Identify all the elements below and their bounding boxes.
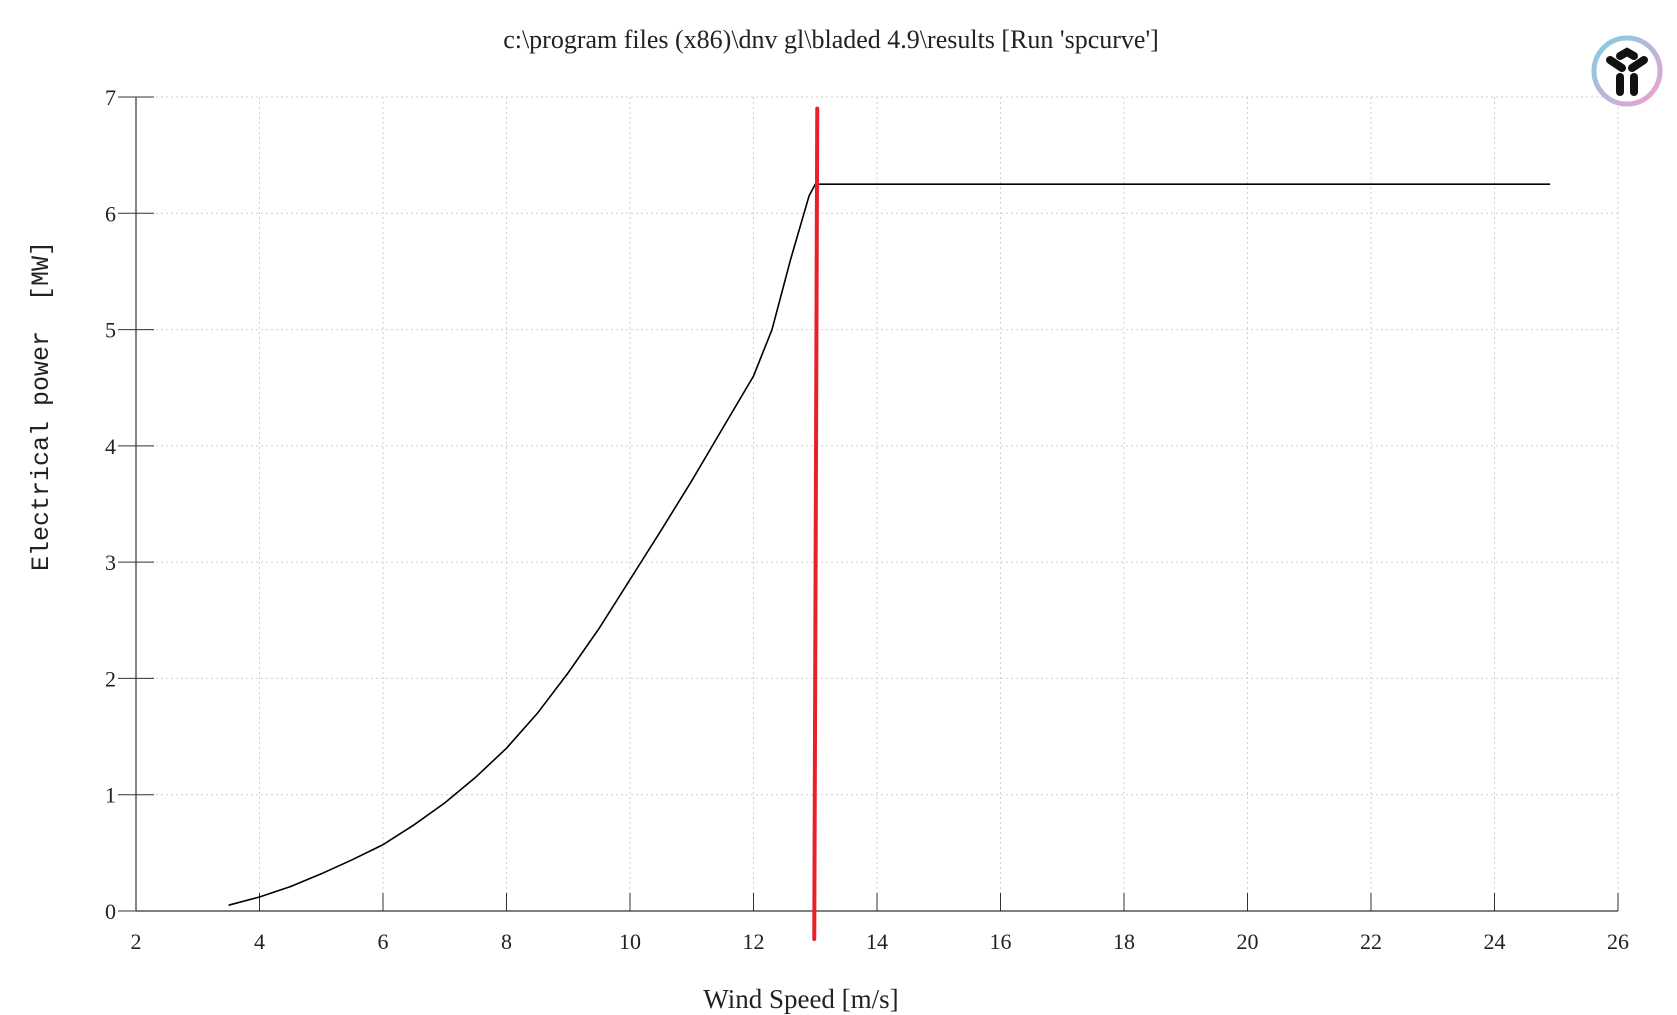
x-tick-label: 26 <box>1607 929 1629 954</box>
y-shaped-logo-icon <box>1606 47 1648 96</box>
y-tick-label: 3 <box>105 550 116 575</box>
x-tick-label: 24 <box>1484 929 1506 954</box>
x-tick-label: 12 <box>743 929 765 954</box>
x-tick-label: 18 <box>1113 929 1135 954</box>
axes <box>118 96 1619 912</box>
x-tick-label: 2 <box>131 929 142 954</box>
x-tick-label: 16 <box>990 929 1012 954</box>
grid <box>136 96 1619 911</box>
x-tick-label: 22 <box>1360 929 1382 954</box>
x-tick-label: 10 <box>619 929 641 954</box>
red-marker-line <box>812 106 820 941</box>
x-tick-label: 4 <box>254 929 265 954</box>
x-tick-label: 8 <box>501 929 512 954</box>
plot-area <box>228 106 1551 941</box>
power-curve-line <box>228 183 1551 906</box>
y-tick-label: 2 <box>105 666 116 691</box>
y-tick-label: 5 <box>105 318 116 343</box>
y-tick-label: 7 <box>105 85 116 110</box>
logo <box>1591 35 1663 107</box>
x-axis-label: Wind Speed [m/s] <box>703 984 898 1014</box>
y-axis-label: Electrical power [MW] <box>27 241 56 571</box>
chart-title: c:\program files (x86)\dnv gl\bladed 4.9… <box>503 25 1159 54</box>
x-tick-label: 14 <box>866 929 888 954</box>
x-tick-label: 6 <box>378 929 389 954</box>
x-tick-label: 20 <box>1237 929 1259 954</box>
y-tick-label: 0 <box>105 899 116 924</box>
y-tick-label: 4 <box>105 434 116 459</box>
y-tick-label: 1 <box>105 783 116 808</box>
y-tick-label: 6 <box>105 201 116 226</box>
